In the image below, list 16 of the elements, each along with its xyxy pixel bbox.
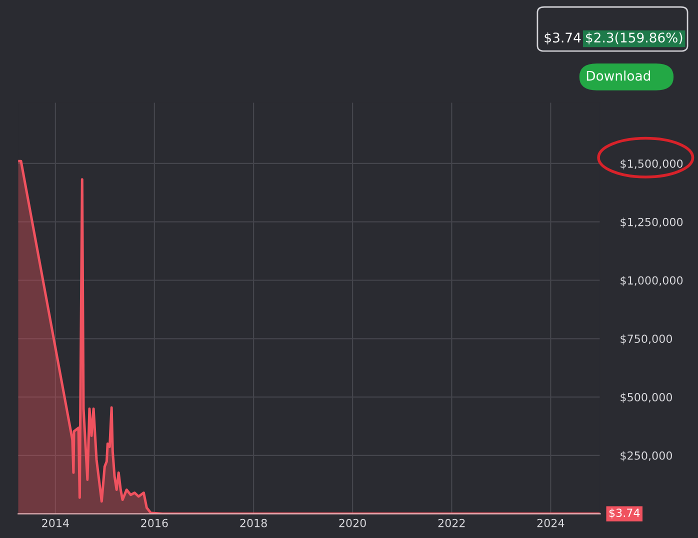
y-tick-label: $250,000 bbox=[620, 451, 672, 462]
annotation: $3.74 bbox=[609, 508, 640, 518]
text: Download bbox=[586, 70, 650, 81]
y-tick-label: $500,000 bbox=[620, 392, 672, 403]
x-tick-label: 2018 bbox=[240, 518, 267, 528]
y-tick-label: $750,000 bbox=[620, 334, 672, 344]
y-tick-label: $1,250,000 bbox=[620, 218, 683, 228]
x-tick-label: 2016 bbox=[141, 518, 168, 528]
text: $3.74 bbox=[544, 32, 581, 44]
x-tick-label: 2020 bbox=[339, 518, 366, 528]
y-tick-label: $1,500,000 bbox=[620, 159, 683, 170]
x-tick-label: 2022 bbox=[438, 518, 465, 528]
y-tick-label: $1,000,000 bbox=[620, 276, 683, 286]
x-tick-label: 2014 bbox=[42, 518, 69, 528]
x-tick-label: 2024 bbox=[537, 518, 564, 528]
text: $2.3(159.86%) bbox=[586, 32, 682, 44]
